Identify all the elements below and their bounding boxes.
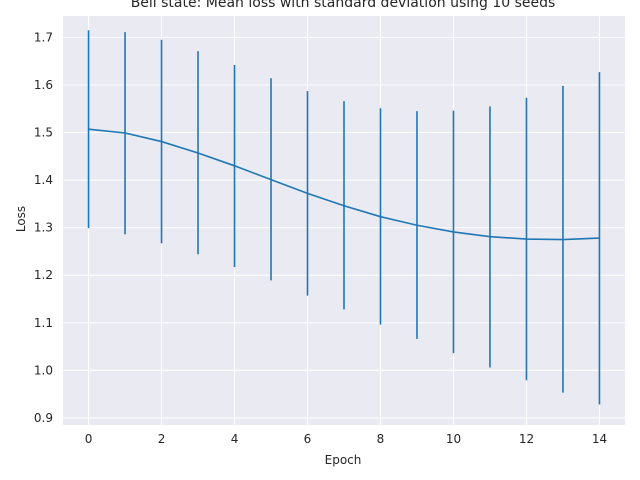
x-tick-label: 8: [377, 432, 385, 446]
chart-title: Bell state: Mean loss with standard devi…: [131, 0, 556, 11]
y-tick-label: 1.1: [34, 316, 53, 330]
x-tick-label: 10: [446, 432, 461, 446]
x-tick-label: 0: [85, 432, 93, 446]
y-tick-labels: 0.9 1.0 1.1 1.2 1.3 1.4 1.5 1.6 1.7: [34, 30, 53, 424]
y-tick-label: 1.4: [34, 173, 53, 187]
x-axis-label: Epoch: [325, 453, 362, 467]
mean-loss-line: [88, 128, 600, 241]
x-tick-label: 6: [304, 432, 312, 446]
y-tick-label: 1.6: [34, 78, 53, 92]
y-tick-label: 0.9: [34, 411, 53, 425]
y-tick-label: 1.0: [34, 363, 53, 377]
y-tick-label: 1.5: [34, 126, 53, 140]
x-tick-label: 2: [158, 432, 166, 446]
y-axis-label: Loss: [14, 206, 28, 232]
y-tick-label: 1.2: [34, 268, 53, 282]
x-tick-label: 12: [519, 432, 534, 446]
y-tick-label: 1.3: [34, 221, 53, 235]
x-tick-labels: 0 2 4 6 8 10 12 14: [85, 432, 607, 446]
y-tick-label: 1.7: [34, 30, 53, 44]
x-tick-label: 4: [231, 432, 239, 446]
x-tick-label: 14: [592, 432, 607, 446]
